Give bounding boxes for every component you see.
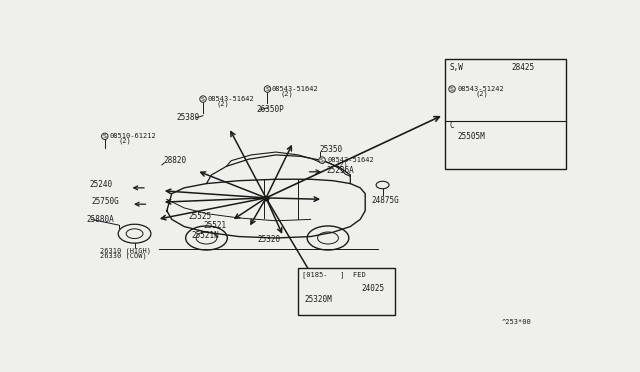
Text: 25505M: 25505M <box>457 132 484 141</box>
Text: 08543-51642: 08543-51642 <box>207 96 254 102</box>
Text: 08543-51642: 08543-51642 <box>272 86 319 92</box>
Text: 08543-51242: 08543-51242 <box>458 86 505 92</box>
Text: S: S <box>266 87 269 92</box>
Text: 08543-51642: 08543-51642 <box>327 157 374 163</box>
Text: 25350: 25350 <box>319 145 342 154</box>
Text: (2): (2) <box>216 101 229 108</box>
Text: (2): (2) <box>281 91 294 97</box>
Text: 25320M: 25320M <box>304 295 332 304</box>
Text: S: S <box>450 87 454 92</box>
Text: ^253*00: ^253*00 <box>502 320 531 326</box>
Text: 24025: 24025 <box>362 283 385 293</box>
Text: S: S <box>103 134 107 139</box>
Text: 25521N: 25521N <box>191 231 220 240</box>
Text: [0185-   ]  FED: [0185- ] FED <box>302 271 366 278</box>
Text: S,W: S,W <box>449 63 463 72</box>
Text: 08510-61212: 08510-61212 <box>110 133 157 139</box>
Text: 25320: 25320 <box>257 235 281 244</box>
Text: S: S <box>320 158 324 163</box>
Text: 26330 (COW): 26330 (COW) <box>100 253 147 259</box>
Text: 26350P: 26350P <box>256 105 284 115</box>
Text: 28820: 28820 <box>163 156 186 165</box>
Text: 25521: 25521 <box>203 221 226 230</box>
Text: 25880A: 25880A <box>86 215 114 224</box>
Text: (2): (2) <box>476 91 488 97</box>
Bar <box>445 59 566 169</box>
Text: S: S <box>201 97 205 102</box>
Text: 25750G: 25750G <box>92 197 119 206</box>
Text: (2): (2) <box>336 162 349 168</box>
Text: C: C <box>449 121 454 130</box>
Text: 25236A: 25236A <box>326 166 355 175</box>
Text: 28425: 28425 <box>511 63 534 72</box>
Text: (2): (2) <box>118 138 131 144</box>
Bar <box>298 268 395 315</box>
Text: 25240: 25240 <box>90 180 113 189</box>
Text: 25380: 25380 <box>177 113 200 122</box>
Text: 25525: 25525 <box>188 212 211 221</box>
Text: 26310 (HIGH): 26310 (HIGH) <box>100 248 151 254</box>
Text: 24875G: 24875G <box>372 196 399 205</box>
